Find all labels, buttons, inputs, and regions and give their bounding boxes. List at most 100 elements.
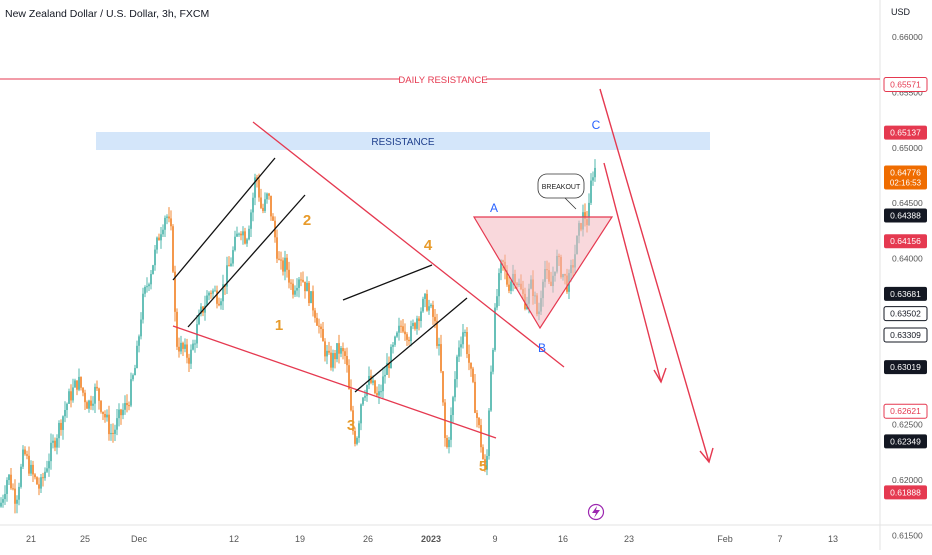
candle bbox=[32, 460, 34, 483]
candle bbox=[282, 257, 284, 276]
candle bbox=[350, 379, 352, 412]
candle bbox=[594, 159, 596, 182]
candle bbox=[30, 460, 32, 476]
candle bbox=[222, 274, 224, 310]
candle bbox=[464, 329, 466, 337]
candle bbox=[190, 344, 192, 369]
wave-label-1: 1 bbox=[275, 317, 283, 334]
price-label-text-8: 0.63019 bbox=[890, 362, 921, 372]
candle bbox=[318, 318, 320, 334]
candle bbox=[164, 215, 166, 238]
candle bbox=[114, 424, 116, 441]
candle bbox=[6, 477, 8, 502]
candle bbox=[184, 338, 186, 353]
candle bbox=[100, 400, 102, 414]
wedge-lower-trendline[interactable] bbox=[172, 325, 497, 439]
price-tick-7: 0.62500 bbox=[892, 420, 923, 430]
wave-label-2: 2 bbox=[303, 212, 311, 229]
abc-label-b: B bbox=[538, 341, 546, 355]
daily-resistance-label: DAILY RESISTANCE bbox=[398, 75, 487, 86]
candle bbox=[326, 345, 328, 365]
candle bbox=[468, 344, 470, 371]
breakout-callout[interactable]: BREAKOUT bbox=[537, 173, 585, 210]
candle bbox=[488, 408, 490, 460]
channel-1-lower[interactable] bbox=[172, 157, 276, 281]
candle bbox=[34, 473, 36, 480]
candle bbox=[62, 415, 64, 440]
time-tick-8: 16 bbox=[558, 534, 568, 544]
candle bbox=[592, 171, 594, 186]
candle bbox=[12, 483, 14, 491]
projection-arrow-short[interactable] bbox=[603, 162, 667, 384]
candle bbox=[166, 214, 168, 225]
candle bbox=[404, 323, 406, 341]
candle bbox=[400, 320, 402, 334]
candle bbox=[276, 229, 278, 264]
candle bbox=[256, 174, 258, 188]
candle bbox=[510, 279, 512, 295]
candle bbox=[362, 396, 364, 406]
candle bbox=[48, 453, 50, 477]
candle bbox=[258, 173, 260, 202]
channel-1-upper[interactable] bbox=[187, 194, 306, 328]
candle bbox=[132, 373, 134, 382]
wedge-upper-trendline[interactable] bbox=[252, 121, 565, 368]
candle bbox=[498, 268, 500, 306]
channel-2-lower[interactable] bbox=[354, 297, 468, 393]
price-label-9: 0.62621 bbox=[883, 403, 928, 419]
candle bbox=[38, 477, 40, 496]
candle bbox=[340, 345, 342, 358]
time-axis[interactable]: 21 25 Dec 12 19 26 2023 9 16 23 Feb 7 13 bbox=[26, 534, 838, 544]
price-label-text-2: 0.64776 bbox=[890, 168, 921, 178]
currency-label: USD bbox=[891, 7, 911, 17]
candle bbox=[102, 411, 104, 420]
candle bbox=[118, 403, 120, 427]
candle bbox=[288, 261, 290, 289]
candle bbox=[68, 388, 70, 405]
candle bbox=[270, 195, 272, 221]
candle bbox=[58, 420, 60, 448]
candle bbox=[136, 340, 138, 369]
candle bbox=[4, 485, 6, 505]
candle bbox=[368, 366, 370, 390]
candle bbox=[376, 386, 378, 398]
candle bbox=[356, 436, 358, 446]
candle bbox=[280, 251, 282, 270]
candle bbox=[426, 289, 428, 312]
candle bbox=[410, 320, 412, 347]
candle bbox=[134, 364, 136, 376]
candle bbox=[168, 207, 170, 223]
candle bbox=[64, 401, 66, 423]
candle bbox=[316, 312, 318, 327]
candle bbox=[330, 345, 332, 371]
candle bbox=[10, 468, 12, 490]
candle bbox=[430, 303, 432, 309]
projection-arrow-long[interactable] bbox=[599, 88, 714, 464]
candle bbox=[460, 336, 462, 357]
lightning-icon[interactable] bbox=[587, 503, 605, 521]
candle bbox=[192, 339, 194, 351]
candle bbox=[394, 335, 396, 347]
candle bbox=[444, 399, 446, 447]
triangle-pattern[interactable] bbox=[472, 216, 614, 330]
candle bbox=[154, 245, 156, 271]
candle bbox=[478, 416, 480, 429]
resistance-zone[interactable] bbox=[96, 132, 710, 150]
price-tick-4: 0.64000 bbox=[892, 254, 923, 264]
candle bbox=[74, 378, 76, 388]
price-label-text-9: 0.62621 bbox=[890, 406, 921, 416]
candle bbox=[378, 384, 380, 405]
candle bbox=[402, 318, 404, 334]
candle bbox=[26, 450, 28, 460]
price-axis[interactable]: 0.66000 0.65500 0.65000 0.64500 0.64000 0.635… bbox=[892, 32, 923, 540]
candle bbox=[248, 225, 250, 241]
candle bbox=[490, 365, 492, 412]
candle bbox=[298, 277, 300, 298]
price-tick-2: 0.65000 bbox=[892, 143, 923, 153]
candle bbox=[218, 297, 220, 307]
candle bbox=[424, 293, 426, 308]
channel-2-upper[interactable] bbox=[342, 264, 433, 301]
candle bbox=[384, 366, 386, 384]
candle bbox=[76, 380, 78, 396]
